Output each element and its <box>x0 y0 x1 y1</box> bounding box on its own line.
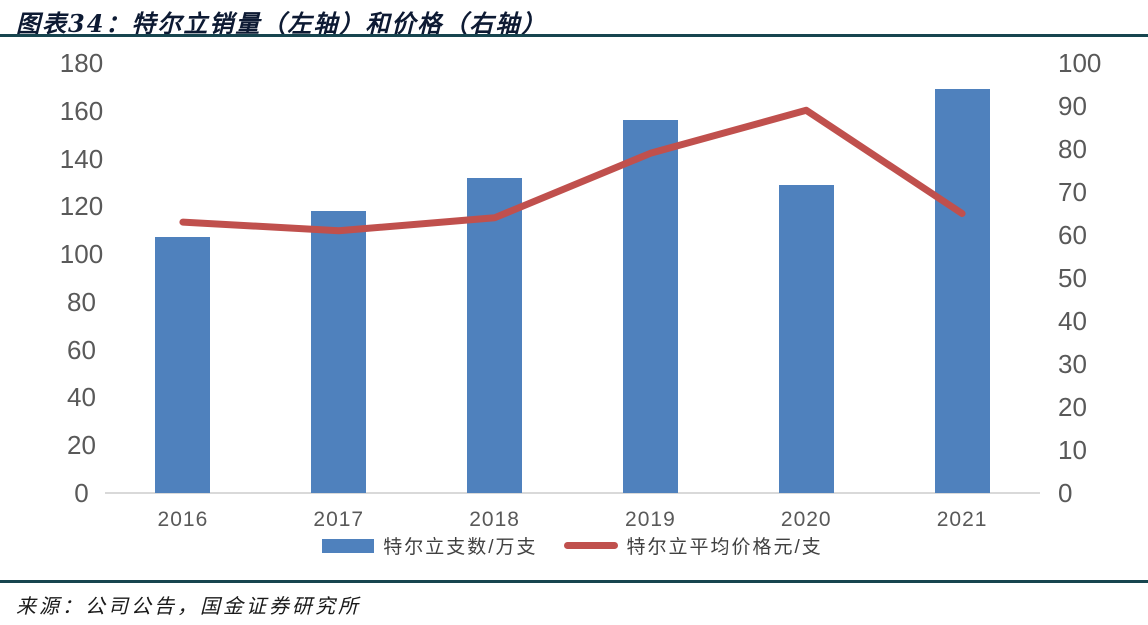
left-axis-tick: 140 <box>59 143 104 174</box>
right-axis-tick: 60 <box>1058 220 1087 250</box>
right-axis-tick: 90 <box>1058 91 1087 121</box>
bar-2018 <box>467 177 523 493</box>
left-axis-tick: 80 <box>67 286 96 317</box>
right-axis-tick: 80 <box>1058 134 1087 164</box>
x-axis-label-2018: 2018 <box>469 508 520 531</box>
left-axis-tick: 100 <box>59 239 104 270</box>
right-axis-tick: 0 <box>1058 478 1073 508</box>
line-series-label: 特尔立平均价格元/支 <box>626 537 823 558</box>
left-axis-tick: 20 <box>67 430 96 461</box>
bar-series-swatch <box>322 538 375 553</box>
bar-2020 <box>778 184 834 493</box>
x-axis-label-2021: 2021 <box>936 508 988 531</box>
chart-legend: 特尔立支数/万支 特尔立平均价格元/支 <box>105 532 1040 559</box>
bar-2019 <box>622 120 678 493</box>
x-axis-line <box>105 492 1040 494</box>
left-axis-tick: 180 <box>59 48 104 78</box>
bar-2016 <box>155 237 211 493</box>
x-axis-label-2019: 2019 <box>625 508 676 531</box>
left-axis-tick: 40 <box>67 382 96 413</box>
left-axis-tick: 160 <box>59 95 104 126</box>
right-axis-tick: 20 <box>1058 392 1087 422</box>
left-axis-tick: 120 <box>59 191 104 222</box>
right-axis-tick: 40 <box>1058 306 1087 336</box>
bar-2017 <box>311 211 367 493</box>
legend-item-line-series: 特尔立平均价格元/支 <box>563 532 823 559</box>
right-axis-tick: 100 <box>1058 48 1102 78</box>
bar-series-label: 特尔立支数/万支 <box>383 537 538 558</box>
x-axis-label-2020: 2020 <box>780 508 832 531</box>
left-axis-tick: 0 <box>74 478 89 508</box>
legend-item-bar-series: 特尔立支数/万支 <box>322 532 537 559</box>
right-axis-tick: 50 <box>1058 263 1087 293</box>
chart-title: 图表34：特尔立销量（左轴）和价格（右轴） <box>16 9 548 38</box>
source-note: 来源：公司公告，国金证券研究所 <box>16 594 361 618</box>
price-line <box>179 106 966 235</box>
right-axis-tick: 10 <box>1058 435 1087 465</box>
right-axis-tick: 70 <box>1058 177 1087 207</box>
line-series-swatch <box>563 542 618 549</box>
right-axis-tick: 30 <box>1058 349 1087 379</box>
x-axis-label-2016: 2016 <box>157 508 209 531</box>
bar-2021 <box>934 89 990 493</box>
title-divider <box>0 34 1148 37</box>
footer-divider <box>0 580 1148 583</box>
left-axis-tick: 60 <box>67 334 96 365</box>
x-axis-label-2017: 2017 <box>313 508 365 531</box>
